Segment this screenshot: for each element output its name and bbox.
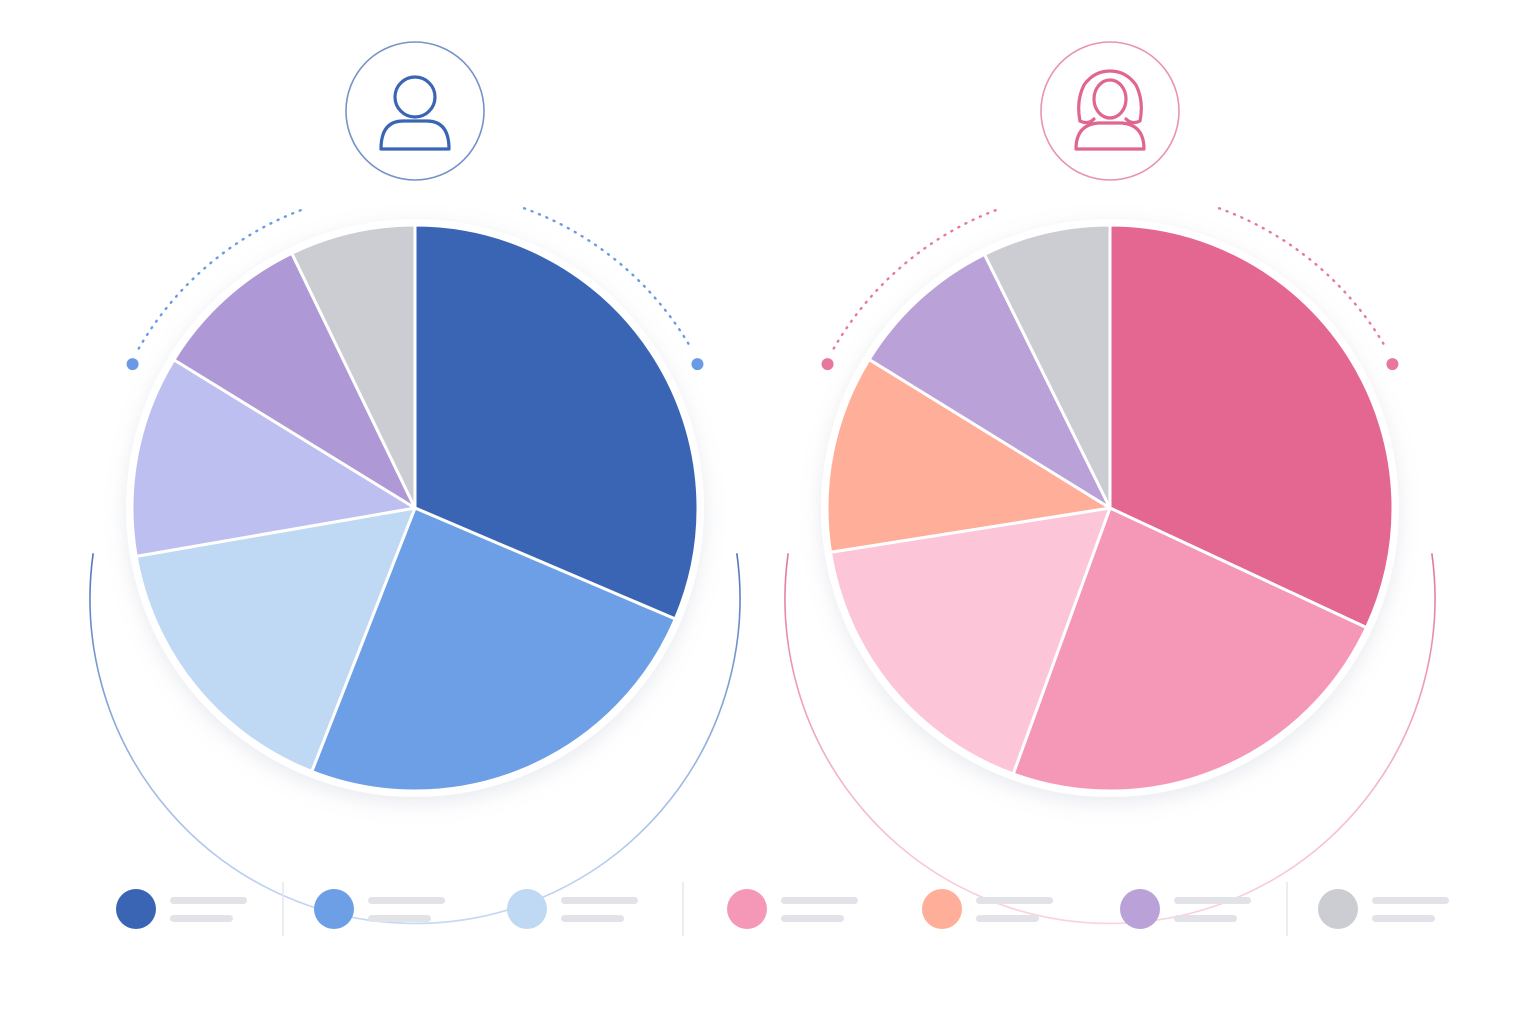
legend-swatch	[116, 889, 156, 929]
arc-end-dot	[691, 358, 704, 371]
arc-end-dot	[126, 358, 139, 371]
legend-item-2	[314, 889, 445, 929]
pie-slice-5	[172, 251, 417, 510]
legend-item-1	[116, 889, 247, 929]
pie-slice-4	[825, 357, 1112, 554]
legend-item-4	[727, 889, 858, 929]
pie-slice-5	[867, 252, 1112, 510]
legend-item-6	[1120, 889, 1251, 929]
arc-end-dot	[1386, 358, 1399, 371]
pie-slice-2	[1011, 506, 1368, 793]
male-user-icon	[345, 41, 485, 181]
legend-placeholder-line	[561, 915, 624, 922]
legend-placeholder-line	[1372, 897, 1449, 904]
legend-swatch	[727, 889, 767, 929]
arc-end-dot	[821, 358, 834, 371]
pie-chart-2	[784, 41, 1436, 925]
legend-swatch	[1120, 889, 1160, 929]
pie-slice-6	[290, 223, 417, 510]
legend-swatch	[922, 889, 962, 929]
female-user-icon	[1040, 41, 1180, 181]
legend-item-5	[922, 889, 1053, 929]
pie-slice-2	[310, 506, 677, 793]
dotted-arc-left	[832, 207, 1003, 350]
legend-placeholder-line	[170, 897, 247, 904]
pie-slice-1	[413, 223, 700, 621]
legend-item-7	[1318, 889, 1449, 929]
legend-placeholder-line	[170, 915, 233, 922]
legend-placeholder-line	[1174, 915, 1237, 922]
dotted-arc-right	[1217, 207, 1388, 350]
legend-placeholder-line	[368, 897, 445, 904]
legend	[116, 882, 1449, 936]
legend-placeholder-line	[976, 897, 1053, 904]
pie-slice-3	[828, 506, 1112, 776]
pie-slice-1	[1108, 223, 1395, 630]
outer-ring-arc	[89, 553, 741, 925]
legend-placeholder-line	[561, 897, 638, 904]
legend-swatch	[507, 889, 547, 929]
legend-placeholder-line	[976, 915, 1039, 922]
dotted-arc-right	[522, 207, 693, 350]
legend-placeholder-line	[1372, 915, 1435, 922]
legend-swatch	[314, 889, 354, 929]
pie-slice-6	[982, 223, 1112, 510]
outer-ring-arc	[784, 553, 1436, 925]
dotted-arc-left	[137, 207, 308, 350]
legend-placeholder-line	[1174, 897, 1251, 904]
legend-placeholder-line	[781, 897, 858, 904]
pie-slice-4	[130, 358, 417, 558]
legend-item-3	[507, 889, 638, 929]
legend-swatch	[1318, 889, 1358, 929]
pie-slice-3	[134, 506, 417, 773]
pie-chart-1	[89, 41, 741, 925]
legend-placeholder-line	[368, 915, 431, 922]
legend-placeholder-line	[781, 915, 844, 922]
